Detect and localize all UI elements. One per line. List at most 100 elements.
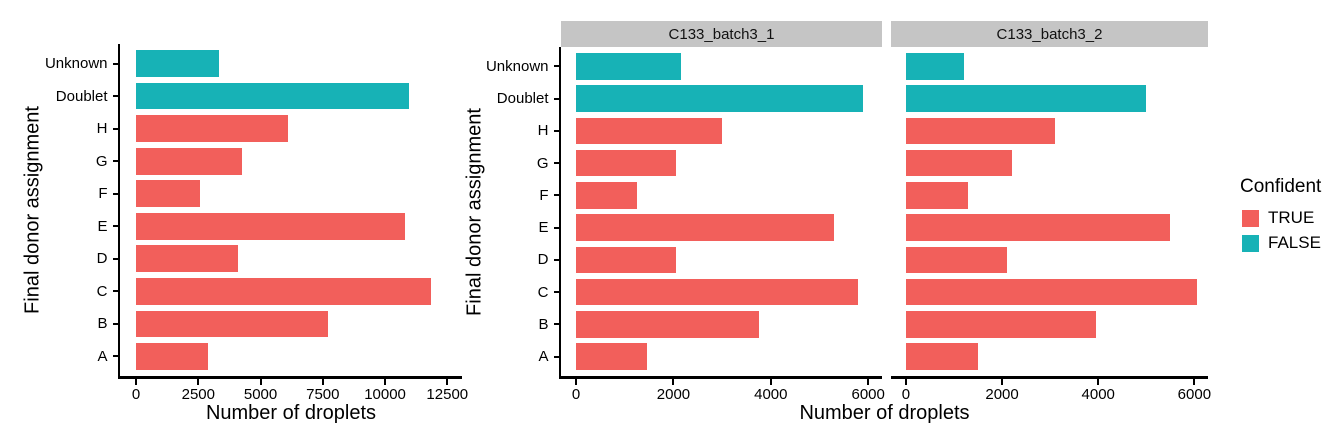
y-tick-a <box>553 355 559 358</box>
bar-unknown-false <box>576 53 681 80</box>
y-tick-doublet <box>112 95 118 98</box>
y-label-c: C <box>96 282 108 300</box>
y-axis-line <box>117 44 120 376</box>
y-label-h: H <box>537 122 549 140</box>
facet-strip-batch3-1: C133_batch3_1 <box>561 21 882 47</box>
x-tick-label-6000: 6000 <box>1177 386 1212 403</box>
y-tick-d <box>112 257 118 260</box>
y-tick-a <box>112 355 118 358</box>
legend-item-true: TRUE <box>1238 208 1321 228</box>
x-tick-2000 <box>672 378 675 385</box>
y-tick-b <box>553 323 559 326</box>
facet-strip-label: C133_batch3_2 <box>996 25 1103 43</box>
x-tick-6000 <box>867 378 870 385</box>
bar-d-true <box>576 246 676 274</box>
bar-a-true <box>576 343 647 370</box>
x-axis-title-left-plot: Number of droplets <box>205 402 377 424</box>
y-tick-c <box>553 291 559 294</box>
x-tick-label-12500: 12500 <box>426 386 469 403</box>
y-label-doublet: Doublet <box>55 87 108 105</box>
y-label-unknown: Unknown <box>485 57 549 75</box>
y-tick-h <box>112 127 118 130</box>
y-label-g: G <box>95 152 108 170</box>
y-tick-b <box>112 322 118 325</box>
bar-h-true <box>576 117 723 145</box>
x-tick-2000 <box>1001 378 1004 385</box>
y-label-f: F <box>98 185 108 203</box>
x-tick-12500 <box>446 378 449 385</box>
bar-c-true <box>905 278 1197 306</box>
x-tick-label-2000: 2000 <box>985 386 1019 403</box>
y-tick-e <box>112 225 118 228</box>
x-tick-7500 <box>321 378 324 385</box>
y-tick-unknown <box>112 62 118 65</box>
x-tick-label-10000: 10000 <box>364 386 406 403</box>
x-tick-label-4000: 4000 <box>1081 386 1115 403</box>
bar-f-true <box>905 182 969 209</box>
y-label-doublet: Doublet <box>496 90 549 108</box>
y-tick-doublet <box>553 97 559 100</box>
y-label-f: F <box>539 186 549 204</box>
y-label-d: D <box>96 250 108 268</box>
x-tick-label-2500: 2500 <box>181 386 215 403</box>
bar-h-true <box>905 117 1055 145</box>
bar-g-true <box>905 149 1012 177</box>
y-label-b: B <box>538 315 549 333</box>
x-tick-label-0: 0 <box>901 386 911 403</box>
legend-swatch-false <box>1242 234 1259 252</box>
bar-f-true <box>576 182 637 209</box>
bar-h-true <box>136 115 288 142</box>
legend-title: Confident <box>1240 176 1322 197</box>
x-axis-line <box>558 376 882 379</box>
y-label-d: D <box>537 251 549 269</box>
x-tick-5000 <box>259 378 262 385</box>
y-label-h: H <box>96 120 108 138</box>
x-tick-2500 <box>197 378 200 385</box>
y-label-a: A <box>538 348 549 366</box>
bar-doublet-false <box>576 85 864 112</box>
y-axis-line <box>558 47 561 376</box>
x-tick-label-4000: 4000 <box>754 386 788 403</box>
y-tick-h <box>553 129 559 132</box>
bar-doublet-false <box>905 85 1147 112</box>
y-label-c: C <box>537 283 549 301</box>
y-label-g: G <box>536 154 549 172</box>
x-tick-label-0: 0 <box>571 386 581 403</box>
bar-e-true <box>905 214 1171 241</box>
y-label-b: B <box>97 315 108 333</box>
y-tick-f <box>553 194 559 197</box>
x-tick-4000 <box>1097 378 1100 385</box>
x-axis-line <box>117 376 462 379</box>
x-tick-0 <box>575 378 578 385</box>
y-tick-unknown <box>553 65 559 68</box>
y-tick-g <box>553 162 559 165</box>
bar-doublet-false <box>136 82 409 110</box>
y-tick-e <box>553 226 559 229</box>
bar-b-true <box>905 311 1096 338</box>
facet-strip-batch3-2: C133_batch3_2 <box>891 21 1208 47</box>
bar-b-true <box>576 311 759 338</box>
y-tick-f <box>112 192 118 195</box>
bar-a-true <box>136 343 209 370</box>
y-label-a: A <box>97 347 108 365</box>
legend-label-true: TRUE <box>1268 208 1315 227</box>
y-tick-g <box>112 160 118 163</box>
x-tick-label-5000: 5000 <box>243 386 278 403</box>
bar-g-true <box>576 149 676 177</box>
facet-strip-label: C133_batch3_1 <box>668 25 775 43</box>
x-tick-6000 <box>1193 378 1196 385</box>
legend: Confident TRUE FALSE <box>1238 176 1321 258</box>
legend-label-false: FALSE <box>1268 233 1321 252</box>
x-axis-line <box>891 376 1208 379</box>
bar-d-true <box>905 246 1007 274</box>
y-label-unknown: Unknown <box>44 55 108 73</box>
y-label-e: E <box>538 219 549 237</box>
bar-unknown-false <box>136 50 220 77</box>
bar-a-true <box>905 343 978 370</box>
y-tick-d <box>553 258 559 261</box>
x-tick-label-6000: 6000 <box>851 386 885 403</box>
x-tick-label-7500: 7500 <box>306 386 340 403</box>
legend-item-false: FALSE <box>1238 233 1321 253</box>
x-tick-label-0: 0 <box>131 386 141 403</box>
legend-items: TRUE FALSE <box>1238 208 1321 253</box>
